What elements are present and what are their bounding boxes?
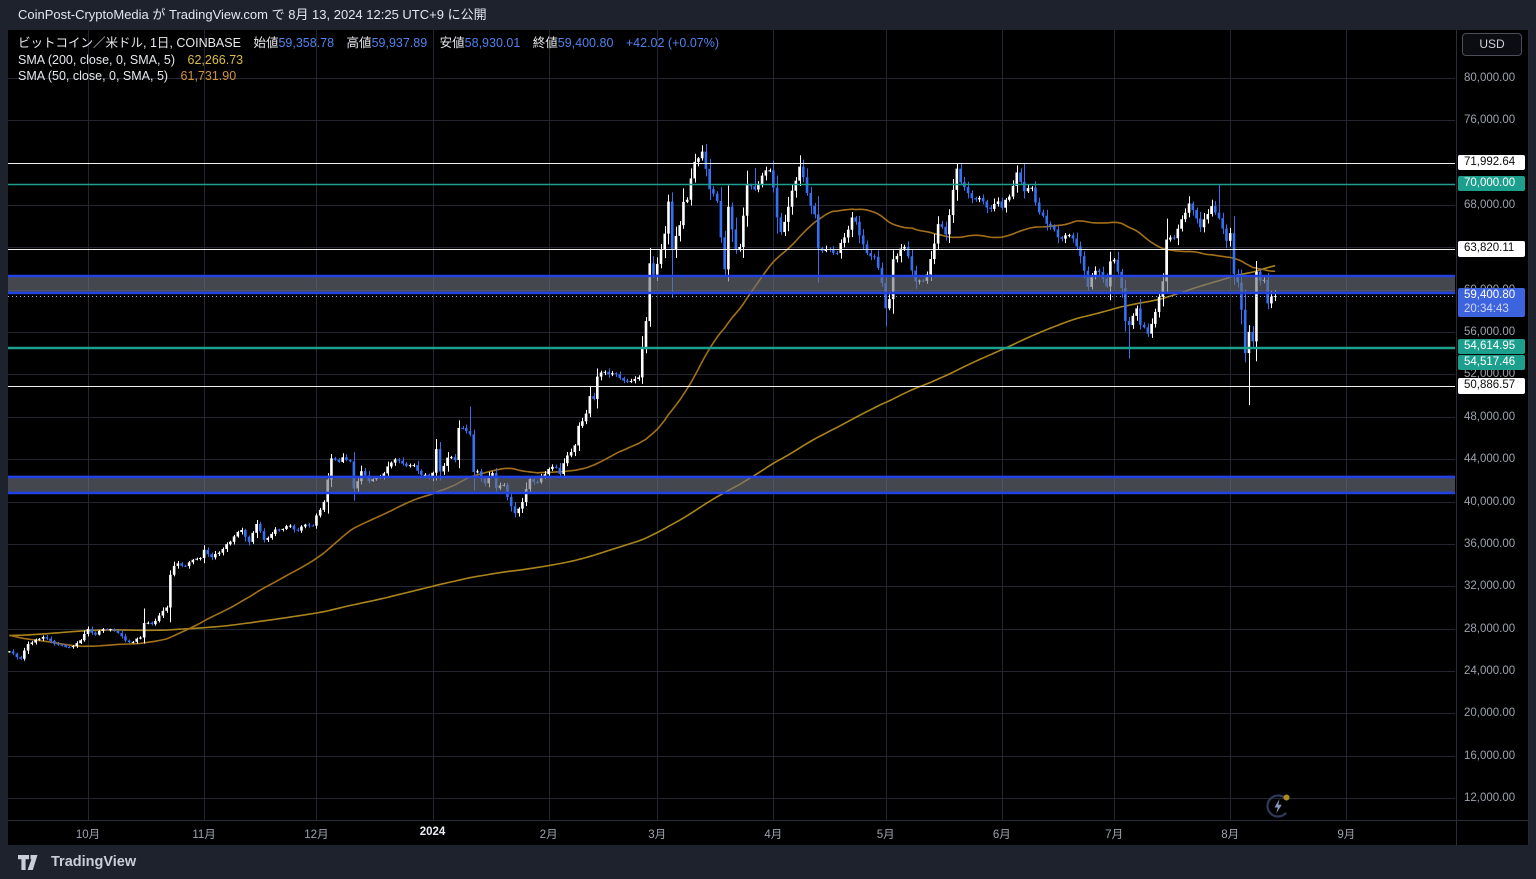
chart-widget: ビットコイン／米ドル, 1日, COINBASE 始値59,358.78 高値5… xyxy=(8,30,1529,846)
price-tick-label: 52,000.00 xyxy=(1464,368,1516,381)
month-label: 2024 xyxy=(419,826,446,838)
month-label: 4月 xyxy=(764,829,783,841)
price-tick-label: 68,000.00 xyxy=(1464,199,1516,212)
chart-canvas[interactable] xyxy=(8,30,1455,820)
month-label: 5月 xyxy=(876,829,895,841)
price-level-label: 59,400.80 20:34:43 xyxy=(1458,288,1525,318)
month-label: 3月 xyxy=(648,829,667,841)
legend-sma200-row[interactable]: SMA (200, close, 0, SMA, 5) 62,266.73 xyxy=(18,52,719,69)
price-tick-label: 24,000.00 xyxy=(1464,664,1516,677)
price-tick-label: 80,000.00 xyxy=(1464,72,1516,84)
tradingview-brand-text[interactable]: TradingView xyxy=(51,854,137,870)
publish-info: CoinPost-CryptoMedia が TradingView.com で… xyxy=(18,7,487,22)
open-label: 始値 xyxy=(253,36,279,50)
month-label: 9月 xyxy=(1337,829,1356,841)
price-axis[interactable]: USD 12,000.00 16,000.00 20,000.00 24,000.00… xyxy=(1456,30,1528,820)
price-tick-label: 40,000.00 xyxy=(1464,495,1516,508)
price-tick-label: 28,000.00 xyxy=(1464,622,1516,635)
month-label: 8月 xyxy=(1221,829,1240,841)
price-tick-label: 12,000.00 xyxy=(1464,792,1516,804)
month-label: 11月 xyxy=(192,829,216,841)
legend-symbol-row[interactable]: ビットコイン／米ドル, 1日, COINBASE 始値59,358.78 高値5… xyxy=(18,35,719,52)
change-value: +42.02 (+0.07%) xyxy=(625,36,719,50)
month-label: 2月 xyxy=(539,829,558,841)
month-label: 12月 xyxy=(304,829,329,841)
low-label: 安値 xyxy=(439,36,465,50)
price-tick-label: 44,000.00 xyxy=(1464,453,1516,466)
sma200-label: SMA (200, close, 0, SMA, 5) xyxy=(18,52,176,67)
price-tick-label: 76,000.00 xyxy=(1464,114,1516,127)
time-axis[interactable]: 10月 11月 12月 2024 2月 3月 4月 5月 6月 7月 8月 9月 xyxy=(8,820,1528,846)
sma200-value: 62,266.73 xyxy=(187,52,244,67)
footer-bar: TradingView xyxy=(0,845,1536,879)
legend-sma50-row[interactable]: SMA (50, close, 0, SMA, 5) 61,731.90 xyxy=(18,68,719,85)
month-label: 7月 xyxy=(1105,829,1124,841)
month-label: 6月 xyxy=(992,829,1011,841)
price-level-label: 71,992.64 xyxy=(1458,154,1525,171)
chart-legend: ビットコイン／米ドル, 1日, COINBASE 始値59,358.78 高値5… xyxy=(18,35,719,85)
bar-close-countdown: 20:34:43 xyxy=(1464,302,1509,315)
high-label: 高値 xyxy=(346,36,372,50)
price-tick-label: 48,000.00 xyxy=(1464,410,1516,423)
price-tick-label: 36,000.00 xyxy=(1464,537,1516,550)
close-label: 終値 xyxy=(532,36,558,50)
currency-usd-button[interactable]: USD xyxy=(1462,33,1522,56)
low-value: 58,930.01 xyxy=(464,36,521,50)
price-tick-label: 32,000.00 xyxy=(1464,580,1516,593)
price-level-label: 54,517.46 xyxy=(1458,354,1525,371)
price-tick-label: 16,000.00 xyxy=(1464,749,1516,762)
month-label: 10月 xyxy=(75,829,101,841)
high-value: 59,937.89 xyxy=(371,36,428,50)
chart-plot-area[interactable]: ビットコイン／米ドル, 1日, COINBASE 始値59,358.78 高値5… xyxy=(8,30,1455,820)
realtime-lightning-icon xyxy=(1266,794,1290,818)
axis-corner-divider xyxy=(1456,821,1457,846)
price-level-label: 54,614.95 xyxy=(1458,338,1525,355)
open-value: 59,358.78 xyxy=(278,36,335,50)
price-level-label: 70,000.00 xyxy=(1458,175,1525,192)
sma50-value: 61,731.90 xyxy=(180,69,237,83)
tradingview-logo-icon[interactable] xyxy=(18,854,44,870)
price-tick-label: 20,000.00 xyxy=(1464,707,1516,720)
price-tick-label: 56,000.00 xyxy=(1464,326,1516,339)
publish-info-bar: CoinPost-CryptoMedia が TradingView.com で… xyxy=(0,0,1536,30)
close-value: 59,400.80 xyxy=(557,36,614,50)
price-level-label: 63,820.11 xyxy=(1458,241,1525,257)
price-level-label: 50,886.57 xyxy=(1458,378,1525,394)
sma50-label: SMA (50, close, 0, SMA, 5) xyxy=(18,69,169,83)
symbol-title: ビットコイン／米ドル, 1日, COINBASE xyxy=(18,36,241,50)
